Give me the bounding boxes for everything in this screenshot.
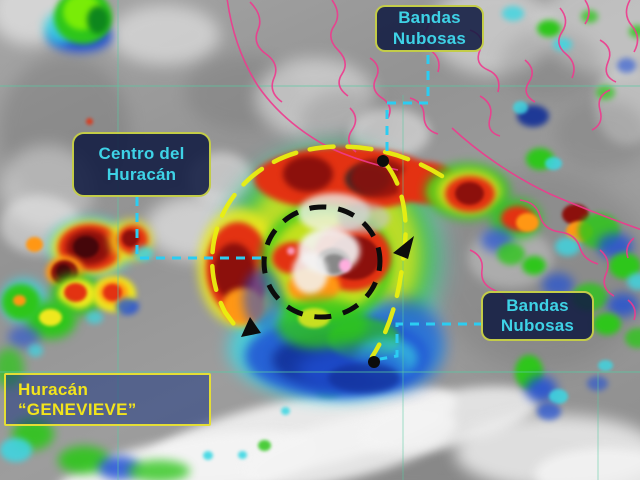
arrowhead-bottom-left [241,317,261,337]
marker-dot-top [377,155,389,167]
coastline [226,0,640,321]
connector-top-label [385,55,430,155]
marker-dot-bottom [368,356,380,368]
connector-right-label [379,322,483,361]
arrowhead-right [393,236,414,259]
label-cloud-bands-right: Bandas Nubosas [481,291,594,341]
label-hurricane-name: Huracán “GENEVIEVE” [4,373,211,426]
connector-center-label [135,197,266,260]
cloud-band-arc-left [209,144,445,330]
connector-lines [135,55,483,361]
hurricane-center-circle [261,204,383,320]
label-hurricane-center: Centro del Huracán [72,132,211,197]
cloud-band-arc-right [369,160,408,360]
label-cloud-bands-top: Bandas Nubosas [375,5,484,52]
